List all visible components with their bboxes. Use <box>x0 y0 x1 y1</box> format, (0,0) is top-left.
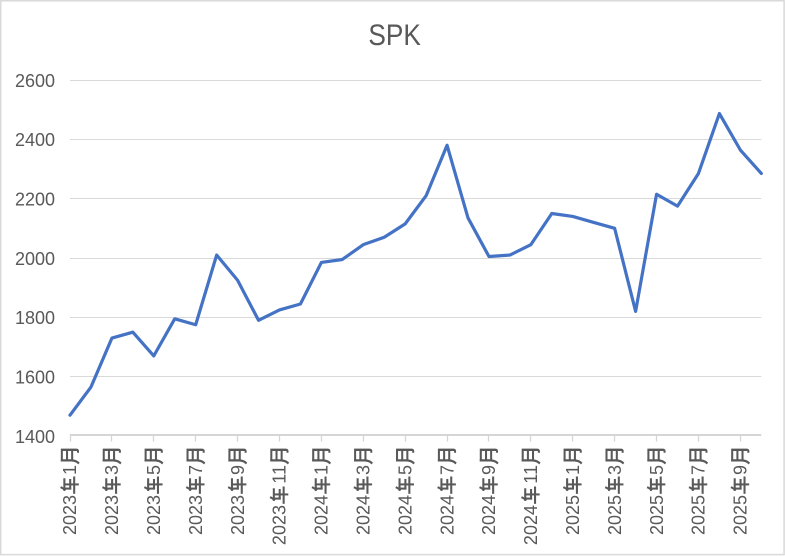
svg-text:1: 1 <box>312 465 332 475</box>
svg-text:1800: 1800 <box>15 308 55 328</box>
svg-text:SPK: SPK <box>368 19 421 52</box>
svg-text:2023: 2023 <box>60 495 80 535</box>
svg-text:2023: 2023 <box>102 495 122 535</box>
svg-text:11: 11 <box>521 465 541 484</box>
svg-text:2023: 2023 <box>270 505 290 545</box>
svg-text:2200: 2200 <box>15 189 55 209</box>
svg-text:5: 5 <box>144 465 164 475</box>
svg-text:2024: 2024 <box>479 495 499 535</box>
svg-text:2024: 2024 <box>395 495 415 535</box>
svg-text:9: 9 <box>731 465 751 475</box>
svg-text:2000: 2000 <box>15 249 55 269</box>
svg-text:2023: 2023 <box>144 495 164 535</box>
svg-text:7: 7 <box>689 465 709 475</box>
svg-text:3: 3 <box>353 465 373 475</box>
svg-text:9: 9 <box>479 465 499 475</box>
svg-text:3: 3 <box>102 465 122 475</box>
svg-text:5: 5 <box>647 465 667 475</box>
svg-text:7: 7 <box>186 465 206 475</box>
svg-text:1600: 1600 <box>15 367 55 387</box>
svg-text:5: 5 <box>395 465 415 475</box>
svg-text:2025: 2025 <box>563 495 583 535</box>
svg-text:2023: 2023 <box>228 495 248 535</box>
svg-text:2024: 2024 <box>437 495 457 535</box>
svg-text:2025: 2025 <box>605 495 625 535</box>
svg-text:11: 11 <box>270 465 290 484</box>
svg-text:2025: 2025 <box>731 495 751 535</box>
svg-text:2024: 2024 <box>521 505 541 545</box>
svg-text:1: 1 <box>563 465 583 475</box>
svg-text:2024: 2024 <box>312 495 332 535</box>
svg-text:9: 9 <box>228 465 248 475</box>
svg-text:2024: 2024 <box>353 495 373 535</box>
svg-text:2025: 2025 <box>689 495 709 535</box>
svg-text:2600: 2600 <box>15 71 55 91</box>
svg-text:2400: 2400 <box>15 130 55 150</box>
svg-text:1400: 1400 <box>15 427 55 447</box>
svg-text:3: 3 <box>605 465 625 475</box>
svg-text:2025: 2025 <box>647 495 667 535</box>
svg-text:1: 1 <box>60 465 80 475</box>
svg-text:2023: 2023 <box>186 495 206 535</box>
svg-text:7: 7 <box>437 465 457 475</box>
